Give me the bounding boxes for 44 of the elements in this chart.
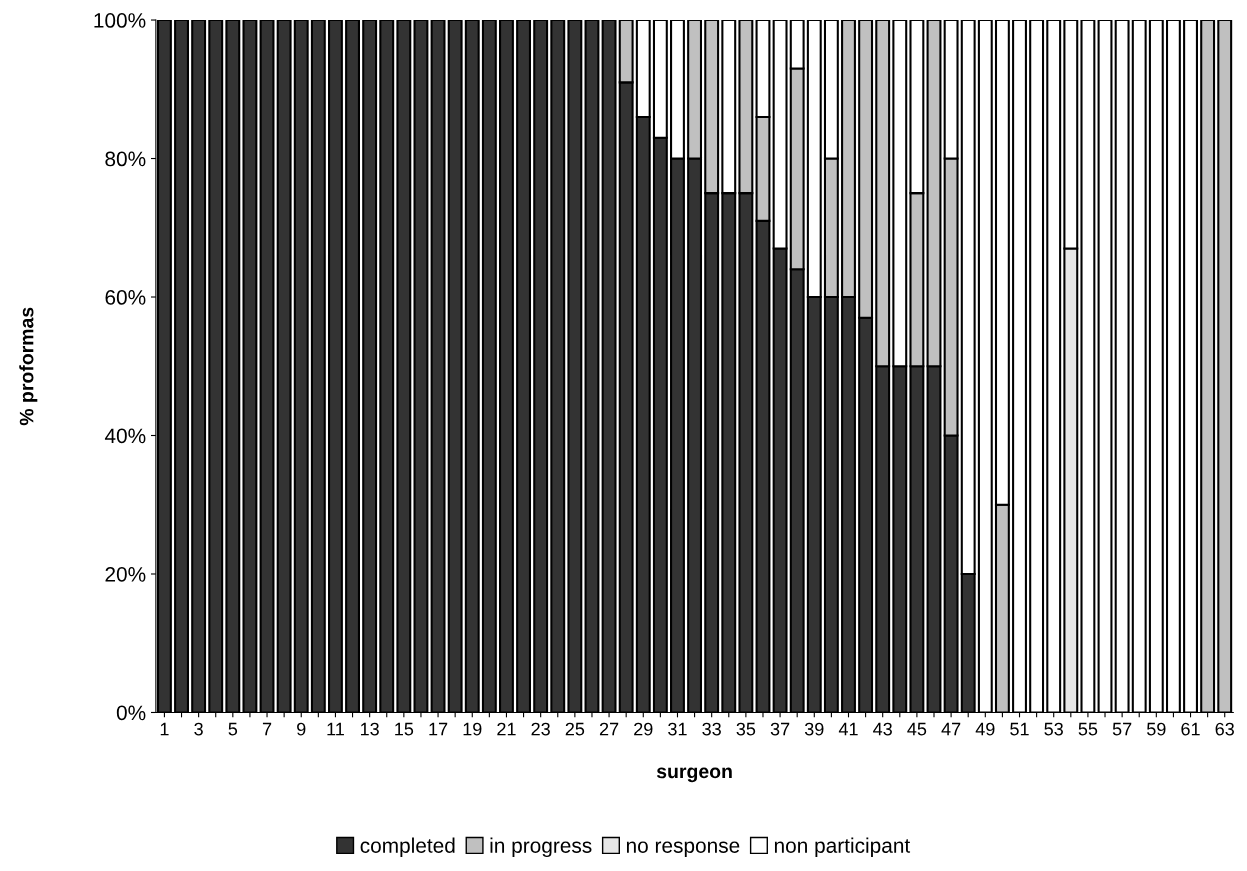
- y-axis-title: % proformas: [19, 307, 38, 426]
- x-tick-label: 19: [463, 722, 482, 736]
- x-tick-label: 1: [160, 722, 169, 736]
- x-tick-label: 57: [1112, 722, 1132, 736]
- x-tick-label: 13: [360, 722, 379, 736]
- x-tick-label: 63: [1215, 722, 1234, 736]
- legend-label: no response: [626, 841, 740, 858]
- x-tick-label: 17: [429, 722, 448, 736]
- y-tick-label: 40%: [104, 428, 146, 444]
- y-tick-label: 20%: [105, 566, 146, 582]
- x-axis-title: surgeon: [656, 767, 732, 783]
- legend-label: completed: [360, 837, 455, 858]
- x-tick-label: 23: [531, 722, 550, 736]
- y-tick-label: 0%: [116, 705, 146, 721]
- x-tick-label: 33: [702, 722, 721, 736]
- x-tick-label: 15: [395, 722, 414, 736]
- x-tick-label: 5: [228, 722, 238, 736]
- x-tick-label: 49: [975, 722, 995, 736]
- x-tick-label: 27: [599, 722, 619, 736]
- y-tick-label: 60%: [105, 290, 146, 305]
- x-tick-label: 3: [194, 722, 203, 736]
- y-tick-label: 100%: [94, 13, 146, 28]
- x-tick-label: 9: [297, 722, 306, 736]
- legend-label: in progress: [490, 837, 592, 858]
- x-tick-label: 7: [262, 722, 272, 736]
- x-tick-label: 43: [873, 722, 892, 736]
- x-tick-label: 21: [497, 722, 516, 736]
- y-tick-label: 80%: [105, 151, 146, 167]
- x-tick-label: 51: [1010, 722, 1029, 736]
- x-tick-label: 55: [1078, 722, 1098, 736]
- legend-label: non participant: [774, 837, 911, 858]
- x-tick-label: 25: [565, 722, 585, 736]
- x-tick-label: 29: [634, 722, 653, 736]
- x-tick-label: 53: [1044, 722, 1063, 736]
- x-tick-label: 37: [770, 722, 790, 736]
- x-tick-label: 35: [736, 722, 756, 736]
- x-tick-label: 39: [804, 722, 824, 736]
- x-tick-label: 45: [907, 722, 927, 736]
- x-tick-label: 61: [1181, 722, 1200, 736]
- x-tick-label: 59: [1147, 722, 1166, 736]
- x-tick-label: 31: [668, 722, 687, 736]
- x-tick-label: 41: [838, 722, 858, 736]
- x-tick-label: 11: [327, 722, 344, 736]
- x-tick-label: 47: [941, 722, 961, 736]
